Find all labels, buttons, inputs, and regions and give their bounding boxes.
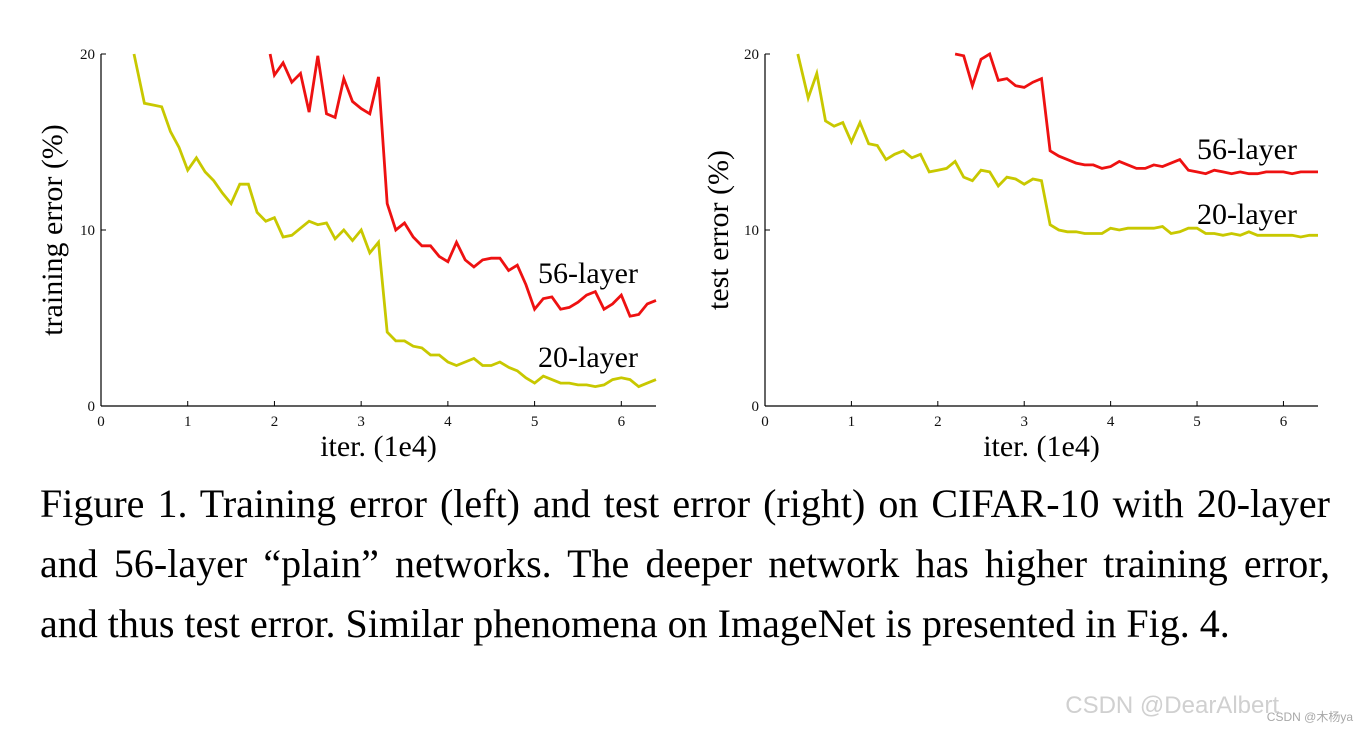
series-line-56-layer	[954, 51, 1318, 176]
figure-caption: Figure 1. Training error (left) and test…	[40, 481, 1330, 646]
x-tick-label: 3	[357, 414, 365, 430]
y-tick-label: 20	[744, 47, 759, 63]
series-label-56-layer: 56-layer	[538, 257, 638, 290]
y-tick-label: 10	[744, 223, 759, 239]
x-tick-label: 6	[618, 414, 626, 430]
x-tick-label: 4	[1107, 414, 1115, 430]
test-error-plot: 0 1 2 3 4 5 6 0 10 20 iter. (1e4) test error (%) 56-…	[702, 47, 1318, 463]
y-tick-label: 20	[80, 47, 95, 63]
training-error-plot: 0 1 2 3 4 5 6 0 10 20 iter. (1e4) training error (%…	[36, 47, 657, 463]
series-label-56-layer: 56-layer	[1197, 133, 1297, 166]
x-tick-label: 5	[531, 414, 539, 430]
series-line-20-layer	[132, 53, 657, 389]
y-tick-label: 10	[80, 223, 95, 239]
x-tick-label: 3	[1020, 414, 1028, 430]
x-tick-label: 4	[444, 414, 452, 430]
x-tick-label: 1	[848, 414, 856, 430]
y-tick-label: 0	[752, 399, 760, 415]
x-tick-label: 1	[184, 414, 192, 430]
x-tick-label: 2	[271, 414, 279, 430]
watermark: CSDN @DearAlbert	[1065, 692, 1279, 719]
y-axis-label: training error (%)	[36, 124, 69, 336]
x-tick-label: 2	[934, 414, 942, 430]
series-line-56-layer	[268, 53, 657, 318]
watermark-small: CSDN @木杨ya	[1266, 710, 1353, 724]
x-tick-label: 6	[1280, 414, 1288, 430]
figure: 0 1 2 3 4 5 6 0 10 20 iter. (1e4) training error (%…	[36, 47, 1318, 463]
x-tick-label: 0	[97, 414, 105, 430]
x-axis-label: iter. (1e4)	[983, 430, 1100, 463]
y-tick-label: 0	[88, 399, 96, 415]
series-line-20-layer	[796, 53, 1318, 239]
y-axis-label: test error (%)	[702, 150, 735, 310]
x-tick-label: 5	[1193, 414, 1201, 430]
series-label-20-layer: 20-layer	[538, 341, 638, 374]
x-tick-label: 0	[761, 414, 769, 430]
x-axis-label: iter. (1e4)	[320, 430, 437, 463]
series-label-20-layer: 20-layer	[1197, 198, 1297, 231]
